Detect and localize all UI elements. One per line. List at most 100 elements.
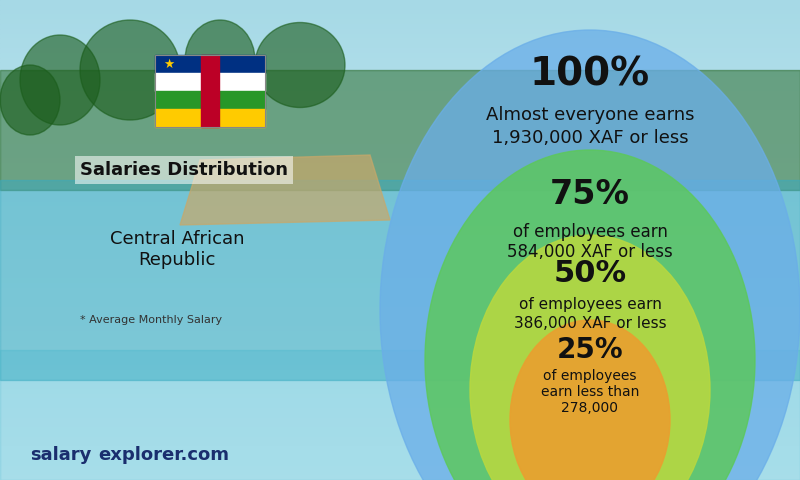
Bar bbox=[0, 168, 800, 173]
Bar bbox=[155, 73, 265, 91]
Bar bbox=[0, 288, 800, 293]
Text: * Average Monthly Salary: * Average Monthly Salary bbox=[80, 315, 222, 325]
Bar bbox=[0, 29, 800, 34]
Bar bbox=[0, 230, 800, 235]
Text: Central African
Republic: Central African Republic bbox=[110, 230, 245, 269]
Bar bbox=[0, 53, 800, 58]
Ellipse shape bbox=[20, 35, 100, 125]
Text: of employees earn: of employees earn bbox=[513, 223, 667, 241]
Bar bbox=[0, 48, 800, 53]
Text: of employees earn: of employees earn bbox=[518, 298, 662, 312]
Bar bbox=[0, 365, 800, 370]
Ellipse shape bbox=[185, 20, 255, 100]
Bar bbox=[0, 158, 800, 163]
Bar bbox=[0, 317, 800, 322]
Bar bbox=[0, 360, 800, 365]
Bar bbox=[0, 206, 800, 211]
Bar bbox=[0, 43, 800, 48]
Bar bbox=[0, 355, 800, 360]
Bar bbox=[0, 235, 800, 240]
Bar bbox=[0, 216, 800, 221]
Bar bbox=[0, 283, 800, 288]
Bar bbox=[0, 432, 800, 437]
Bar bbox=[0, 67, 800, 72]
Text: Salaries Distribution: Salaries Distribution bbox=[80, 161, 288, 179]
Bar bbox=[0, 5, 800, 10]
Bar bbox=[0, 331, 800, 336]
Bar bbox=[202, 55, 218, 127]
Bar bbox=[0, 254, 800, 259]
Text: explorer.com: explorer.com bbox=[98, 446, 229, 464]
Bar bbox=[0, 350, 800, 355]
Bar bbox=[0, 24, 800, 29]
Text: Almost everyone earns: Almost everyone earns bbox=[486, 106, 694, 124]
Bar bbox=[0, 350, 800, 480]
Bar bbox=[0, 379, 800, 384]
Bar bbox=[0, 130, 800, 134]
Bar bbox=[0, 466, 800, 470]
Bar bbox=[0, 182, 800, 187]
Bar bbox=[0, 139, 800, 144]
Bar bbox=[0, 427, 800, 432]
Bar bbox=[155, 55, 265, 127]
Bar bbox=[0, 180, 800, 380]
Bar bbox=[0, 101, 800, 106]
Bar bbox=[0, 120, 800, 125]
Bar bbox=[0, 96, 800, 101]
Bar bbox=[0, 293, 800, 298]
Bar bbox=[0, 91, 800, 96]
Bar bbox=[0, 72, 800, 77]
Bar bbox=[0, 413, 800, 418]
Bar bbox=[0, 163, 800, 168]
Bar bbox=[0, 197, 800, 202]
Bar bbox=[0, 336, 800, 341]
Bar bbox=[155, 55, 265, 73]
Text: 1,930,000 XAF or less: 1,930,000 XAF or less bbox=[492, 129, 688, 147]
Text: 278,000: 278,000 bbox=[562, 401, 618, 415]
Ellipse shape bbox=[470, 235, 710, 480]
Bar bbox=[0, 149, 800, 154]
Text: 584,000 XAF or less: 584,000 XAF or less bbox=[507, 243, 673, 261]
Bar bbox=[0, 475, 800, 480]
Bar bbox=[0, 403, 800, 408]
Bar bbox=[0, 451, 800, 456]
Bar bbox=[0, 418, 800, 422]
Bar bbox=[0, 221, 800, 226]
Bar bbox=[0, 408, 800, 413]
Text: 75%: 75% bbox=[550, 179, 630, 212]
Ellipse shape bbox=[0, 65, 60, 135]
Bar bbox=[0, 178, 800, 182]
Bar bbox=[0, 394, 800, 398]
Bar bbox=[0, 322, 800, 326]
Ellipse shape bbox=[510, 320, 670, 480]
Text: salary: salary bbox=[30, 446, 91, 464]
Bar bbox=[155, 109, 265, 127]
Bar bbox=[0, 446, 800, 451]
Bar bbox=[0, 115, 800, 120]
Bar bbox=[0, 278, 800, 283]
Bar bbox=[0, 298, 800, 302]
Text: of employees: of employees bbox=[543, 369, 637, 383]
Bar bbox=[0, 456, 800, 461]
Bar bbox=[0, 58, 800, 62]
Bar bbox=[0, 106, 800, 110]
Bar bbox=[0, 110, 800, 115]
Bar bbox=[0, 312, 800, 317]
Ellipse shape bbox=[255, 23, 345, 108]
Bar bbox=[0, 34, 800, 38]
Bar bbox=[0, 134, 800, 139]
Bar bbox=[0, 274, 800, 278]
Bar bbox=[0, 62, 800, 67]
Bar bbox=[0, 0, 800, 5]
Bar bbox=[0, 245, 800, 250]
Bar bbox=[0, 250, 800, 254]
Bar bbox=[0, 422, 800, 427]
Polygon shape bbox=[180, 155, 390, 225]
Bar bbox=[0, 202, 800, 206]
Bar bbox=[0, 187, 800, 192]
Bar bbox=[0, 307, 800, 312]
Bar bbox=[0, 370, 800, 374]
Bar bbox=[0, 437, 800, 442]
Bar bbox=[0, 442, 800, 446]
Bar bbox=[0, 192, 800, 197]
